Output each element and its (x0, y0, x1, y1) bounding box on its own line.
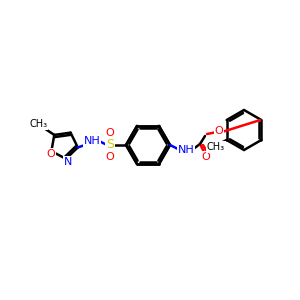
Text: O: O (46, 149, 55, 159)
Text: N: N (64, 157, 72, 167)
Text: O: O (106, 128, 114, 138)
Text: CH₃: CH₃ (207, 142, 225, 152)
Text: O: O (214, 126, 224, 136)
Text: O: O (106, 152, 114, 162)
Text: NH: NH (178, 145, 194, 155)
Text: CH₃: CH₃ (29, 119, 47, 129)
Text: O: O (202, 152, 210, 162)
Text: NH: NH (84, 136, 100, 146)
Text: S: S (106, 139, 114, 152)
